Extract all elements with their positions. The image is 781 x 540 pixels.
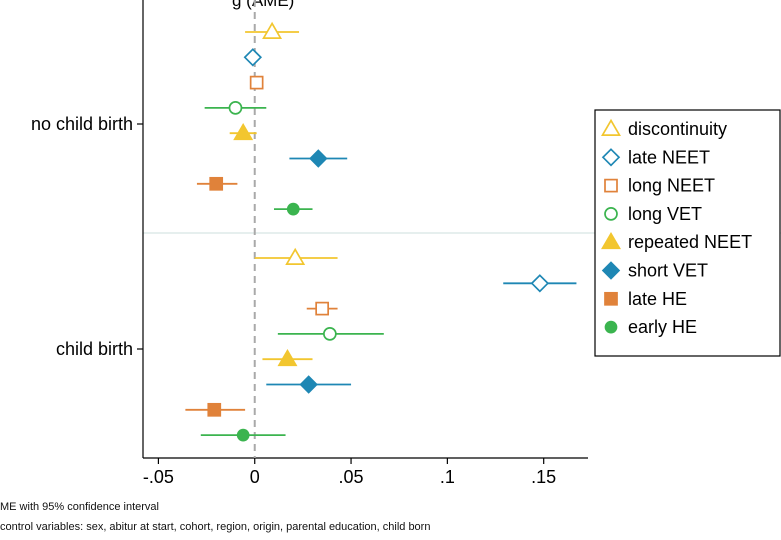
legend-label: repeated NEET — [628, 232, 752, 252]
x-tick-label: -.05 — [143, 467, 174, 487]
legend: discontinuity late NEET long NEET long VET r… — [595, 110, 780, 356]
point-marker — [287, 250, 304, 265]
point-marker — [208, 404, 220, 416]
point-marker — [301, 377, 317, 393]
note-ame: ME with 95% confidence interval — [0, 497, 430, 517]
x-tick-label: .05 — [339, 467, 364, 487]
point-marker — [310, 151, 326, 167]
point-marker — [316, 303, 328, 315]
chart-notes: ME with 95% confidence interval control … — [0, 497, 430, 537]
note-controls: control variables: sex, abitur at start,… — [0, 517, 430, 537]
legend-label: late NEET — [628, 147, 710, 167]
legend-label: late HE — [628, 289, 687, 309]
point-marker — [264, 24, 281, 39]
point-marker — [279, 351, 296, 366]
point-marker — [210, 178, 222, 190]
chart-title-partial: g (AME) — [232, 0, 294, 10]
legend-marker — [606, 322, 617, 333]
series-short-VET — [266, 151, 351, 393]
point-marker — [235, 125, 252, 140]
point-marker — [532, 275, 548, 291]
legend-label: early HE — [628, 317, 697, 337]
legend-label: long NEET — [628, 176, 715, 196]
y-tick-label: no child birth — [31, 114, 133, 134]
x-tick-label: 0 — [250, 467, 260, 487]
point-marker — [245, 49, 261, 65]
point-marker — [288, 204, 299, 215]
series-long-VET — [205, 102, 384, 340]
point-marker — [229, 102, 241, 114]
series-late-HE — [185, 178, 245, 416]
point-marker — [324, 328, 336, 340]
ame-dot-chart: g (AME) -.05 0 .05 .1 .15 no child birth child … — [0, 0, 781, 500]
legend-label: short VET — [628, 261, 708, 281]
legend-label: discontinuity — [628, 119, 727, 139]
series-long-NEET — [251, 77, 338, 315]
point-marker — [251, 77, 263, 89]
legend-label: long VET — [628, 204, 702, 224]
series-repeated-NEET — [230, 125, 313, 366]
x-tick-label: .15 — [531, 467, 556, 487]
y-tick-label: child birth — [56, 339, 133, 359]
x-tick-label: .1 — [440, 467, 455, 487]
legend-marker — [605, 180, 617, 192]
point-marker — [238, 430, 249, 441]
legend-marker — [605, 293, 617, 305]
legend-marker — [605, 208, 617, 220]
